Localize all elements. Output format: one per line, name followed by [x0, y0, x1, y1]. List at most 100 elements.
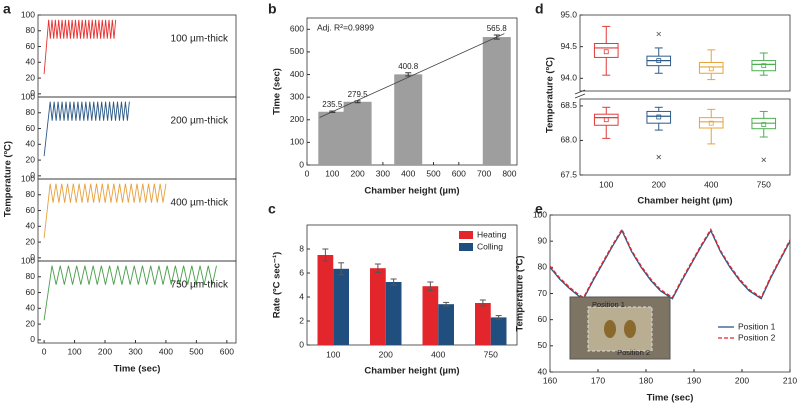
x-tick-label: 100 [67, 346, 81, 356]
line-series [43, 183, 167, 239]
box [698, 62, 724, 74]
panel-label: e [535, 201, 543, 217]
mean-marker [761, 63, 767, 69]
line-series [549, 228, 791, 299]
y-tick-label: 80 [26, 25, 36, 35]
x-axis-label: Chamber height (µm) [364, 186, 459, 197]
y-tick-label: 68.5 [560, 100, 577, 110]
x-tick-label: 400 [704, 179, 718, 189]
y-tick-label: 600 [290, 24, 304, 34]
x-axis-label: Chamber height (µm) [637, 196, 732, 207]
y-tick-label: 90 [538, 235, 548, 245]
x-tick-label: 200 [379, 349, 393, 359]
y-tick-label: 70 [538, 288, 548, 298]
axis-break-gap [575, 92, 585, 98]
mean-marker [761, 122, 767, 127]
plot-frame [37, 96, 237, 180]
axis-break [574, 89, 586, 99]
x-tick-label: 170 [591, 375, 605, 385]
bar [385, 282, 402, 345]
y-tick-label: 94.5 [560, 41, 577, 51]
y-tick-label: 95.0 [560, 9, 577, 19]
y-tick-label: 2 [299, 315, 304, 325]
y-tick-label: 200 [290, 114, 304, 124]
plot-frame [37, 260, 237, 344]
bar [490, 317, 507, 345]
x-axis-label: Time (sec) [647, 393, 694, 404]
line-series [43, 101, 130, 157]
y-tick-label: 500 [290, 46, 304, 56]
x-tick-label: 0 [42, 346, 47, 356]
mean-marker [603, 117, 609, 123]
y-tick-label: 8 [299, 243, 304, 253]
panel-label: a [3, 1, 11, 17]
legend-label: Position 1 [738, 321, 776, 331]
y-axis-label: Temperature (ºC) [545, 57, 556, 133]
y-tick-label: 100 [290, 137, 304, 147]
x-tick-label: 180 [639, 375, 653, 385]
panel-label: c [268, 201, 276, 217]
x-tick-label: 500 [426, 168, 440, 178]
x-axis-label: Time (sec) [114, 364, 161, 375]
y-tick-label: 100 [21, 173, 35, 183]
inset-label: Position 2 [617, 348, 650, 357]
mean-marker [708, 120, 714, 126]
x-tick-label: 200 [98, 346, 112, 356]
plot-frame [306, 224, 518, 346]
outlier [761, 157, 767, 163]
plot-frame [37, 178, 237, 262]
y-tick-label: 40 [26, 57, 36, 67]
annotation: Adj. R²=0.9899 [317, 22, 374, 32]
y-tick-label: 67.5 [560, 169, 577, 179]
x-tick-label: 400 [401, 168, 415, 178]
bar [475, 303, 491, 345]
bar [394, 74, 423, 165]
x-tick-label: 200 [652, 179, 666, 189]
box [751, 60, 777, 72]
y-tick-label: 40 [26, 303, 36, 313]
panel-label: b [268, 1, 277, 17]
x-tick-label: 300 [128, 346, 142, 356]
value-label: 235.5 [322, 100, 343, 109]
outlier [656, 31, 662, 37]
series-label: 750 µm-thick [171, 280, 229, 291]
plot-frame [579, 98, 791, 176]
legend-swatch [459, 231, 473, 239]
y-tick-label: 60 [26, 41, 36, 51]
y-tick-label: 6 [299, 267, 304, 277]
legend-swatch [459, 243, 473, 251]
y-tick-label: 80 [538, 262, 548, 272]
x-tick-label: 100 [599, 179, 613, 189]
y-axis-label: Rate (ºC sec⁻¹) [272, 252, 283, 319]
y-tick-label: 94.0 [560, 73, 577, 83]
series-label: 400 µm-thick [171, 198, 229, 209]
mean-marker [603, 49, 609, 55]
legend-label: Position 2 [738, 332, 776, 342]
y-tick-label: 20 [26, 318, 36, 328]
x-tick-label: 750 [484, 349, 498, 359]
y-axis-label: Time (sec) [272, 68, 283, 115]
line-series [43, 19, 117, 75]
inset-label: Position 1 [592, 300, 625, 309]
y-tick-label: 0 [30, 252, 35, 262]
x-axis-label: Chamber height (µm) [364, 366, 459, 377]
x-tick-label: 750 [757, 179, 771, 189]
box [593, 113, 619, 126]
y-tick-label: 60 [26, 123, 36, 133]
x-tick-label: 500 [189, 346, 203, 356]
y-tick-label: 0 [299, 159, 304, 169]
box [646, 110, 672, 124]
line-series [549, 229, 791, 300]
x-tick-label: 0 [305, 168, 310, 178]
mean-marker [708, 66, 714, 72]
value-label: 400.8 [398, 62, 419, 71]
y-tick-label: 40 [26, 139, 36, 149]
line-series [43, 265, 217, 321]
y-tick-label: 80 [26, 271, 36, 281]
y-tick-label: 20 [26, 154, 36, 164]
panel-label: d [535, 1, 544, 17]
y-tick-label: 20 [26, 72, 36, 82]
plot-frame [579, 14, 791, 92]
y-tick-label: 100 [21, 255, 35, 265]
